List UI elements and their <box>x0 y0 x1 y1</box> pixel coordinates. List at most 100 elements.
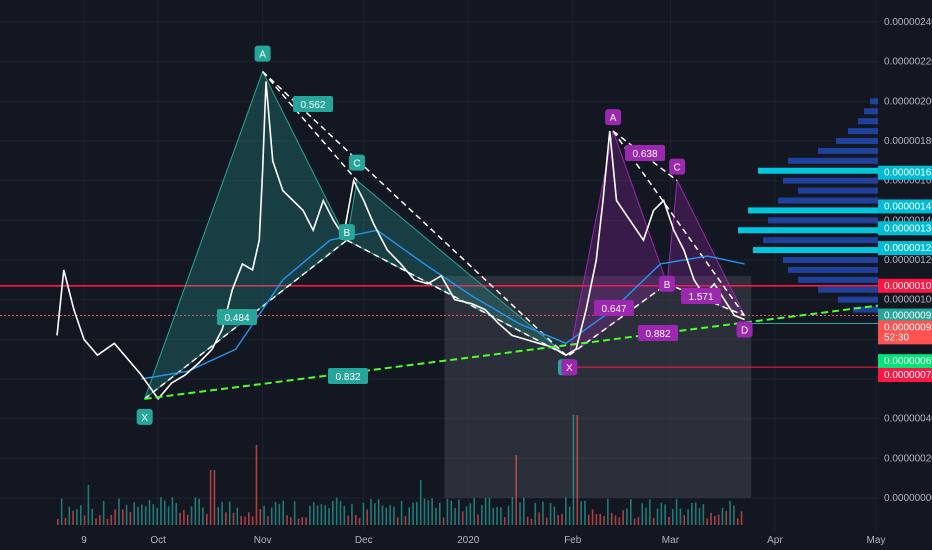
volume-bars <box>57 415 743 525</box>
volume-bar <box>133 502 136 525</box>
price-label-badge[interactable]: 0.00000092 <box>878 308 932 323</box>
volume-bar <box>435 507 437 525</box>
volume-bar <box>206 513 208 525</box>
pattern1-point-a-text: A <box>259 50 266 61</box>
volume-bar <box>156 507 158 525</box>
price-label-badge[interactable]: 0.00000107 <box>878 278 932 293</box>
pattern-ratio-line <box>262 71 358 182</box>
support-trendline[interactable] <box>144 304 879 400</box>
volume-bar <box>183 509 185 525</box>
ma-series <box>141 229 745 380</box>
trendline[interactable] <box>144 304 879 400</box>
volume-profile-bar <box>853 306 878 313</box>
time-tick-label: Nov <box>254 535 272 546</box>
price-tick-label: 0.00000180 <box>884 136 932 147</box>
volume-bar <box>736 518 739 525</box>
volume-bar <box>270 507 273 525</box>
volume-bar <box>339 501 342 525</box>
volume-bar <box>190 506 193 525</box>
time-tick-label: Feb <box>564 535 582 546</box>
volume-bar <box>412 502 414 525</box>
price-tick-label: 0.00000000 <box>884 493 932 504</box>
pattern1-point-b-text: B <box>344 228 351 239</box>
volume-bar <box>137 506 139 525</box>
volume-bar <box>465 506 468 525</box>
pattern-ratio-line <box>346 239 567 356</box>
volume-bar <box>427 500 430 525</box>
volume-bar <box>431 498 433 525</box>
price-label-text: 0.00000164 <box>884 168 932 179</box>
volume-bar <box>347 515 349 525</box>
volume-bar <box>607 498 609 525</box>
price-label-text: 0.00000075 <box>884 370 932 381</box>
volume-bar <box>102 500 105 525</box>
price-label-badge[interactable]: 52:30 <box>878 330 932 345</box>
volume-bar <box>343 505 346 525</box>
price-tick-label: 0.00000240 <box>884 17 932 28</box>
price-label-badge[interactable]: 0.00000126 <box>878 241 932 256</box>
volume-bar <box>79 505 82 525</box>
time-axis[interactable]: 9 Oct Nov Dec 2020 Feb Mar Apr May <box>0 530 932 550</box>
price-label-text: 52:30 <box>884 332 909 343</box>
volume-profile-bar <box>798 276 878 283</box>
volume-bar <box>549 502 552 525</box>
volume-bar <box>305 517 307 525</box>
volume-bar <box>698 507 701 525</box>
price-label-badge[interactable]: 0.00000147 <box>878 199 932 214</box>
volume-bar <box>198 498 200 525</box>
pattern1-ratio-bd-text: 0.484 <box>224 313 249 324</box>
volume-bar <box>374 503 376 525</box>
volume-bar <box>438 502 441 525</box>
volume-bar <box>633 518 636 525</box>
volume-bar <box>278 503 281 525</box>
horizontal-levels <box>0 284 878 368</box>
time-tick-label: 9 <box>81 535 87 546</box>
volume-bar <box>194 497 197 525</box>
price-label-badge[interactable]: 0.00000069 <box>878 354 932 369</box>
volume-bar <box>175 503 178 525</box>
pattern1-ratio-xd-text: 0.832 <box>335 372 360 383</box>
price-label-text: 0.00000136 <box>884 223 932 234</box>
volume-bar <box>450 500 453 525</box>
volume-profile-bar <box>783 177 878 184</box>
volume-bar <box>152 504 155 525</box>
volume-bar <box>442 517 445 525</box>
volume-bar <box>423 498 426 525</box>
pattern2-ratio-ac-text: 0.638 <box>632 149 657 160</box>
volume-bar <box>186 514 189 525</box>
volume-bar <box>225 512 227 525</box>
volume-bar <box>301 517 304 525</box>
volume-bar <box>400 501 403 525</box>
volume-profile-bar <box>738 227 878 234</box>
pattern2-ratio-bd: 1.571 <box>681 288 721 304</box>
volume-bar <box>377 499 380 525</box>
price-label-badge[interactable]: 0.00000136 <box>878 221 932 236</box>
volume-bar <box>64 517 67 525</box>
price-axis[interactable]: 0.00000240 0.00000220 0.00000200 0.00000180… <box>878 0 932 550</box>
volume-bar <box>202 507 204 525</box>
volume-bar <box>251 516 254 525</box>
price-label-badge[interactable]: 0.00000075 <box>878 368 932 383</box>
price-tick-label: 0.00000040 <box>884 414 932 425</box>
price-tick-label: 0.00000120 <box>884 255 932 266</box>
price-label-text: 0.00000092 <box>884 322 932 333</box>
volume-bar <box>561 514 563 525</box>
volume-bar <box>481 504 483 525</box>
volume-bar <box>572 415 575 525</box>
volume-bar <box>209 470 212 525</box>
volume-bar <box>618 517 621 525</box>
volume-bar <box>488 497 491 525</box>
harmonic-pattern-1[interactable] <box>143 70 567 401</box>
price-label-badge[interactable]: 0.00000164 <box>878 165 932 180</box>
volume-profile <box>738 98 878 313</box>
volume-bar <box>702 504 705 525</box>
volume-bar <box>106 518 109 525</box>
volume-bar <box>584 500 586 525</box>
volume-profile-bar <box>753 247 878 254</box>
volume-bar <box>729 500 731 525</box>
harmonic-pattern-2[interactable] <box>568 129 746 357</box>
volume-bar <box>91 508 94 525</box>
volume-profile-bar <box>758 167 878 174</box>
volume-bar <box>687 509 689 525</box>
